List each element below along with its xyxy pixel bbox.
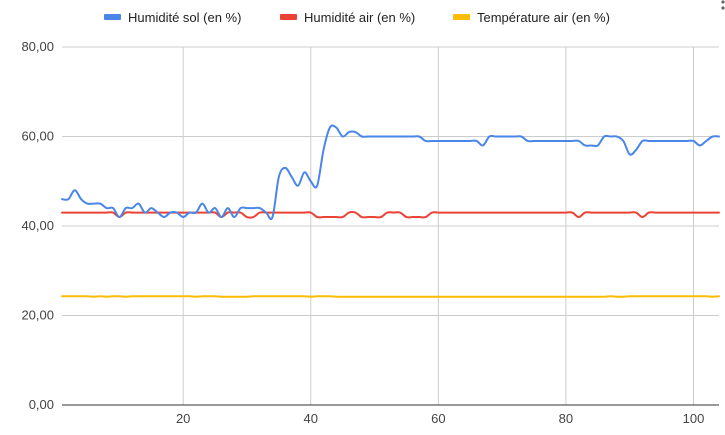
grid (62, 46, 719, 405)
axes: 0,00 20,00 40,00 60,00 80,00 20 40 60 80 100 (21, 39, 719, 426)
legend-label-temperature-air: Température air (en %) (477, 10, 610, 25)
series-line-temperature-air[interactable] (61, 295, 720, 298)
legend-swatch-humidite-sol (104, 14, 121, 20)
y-tick-label: 60,00 (21, 129, 54, 144)
legend-label-humidite-sol: Humidité sol (en %) (128, 10, 241, 25)
y-tick-label: 80,00 (21, 39, 54, 54)
y-tick-label: 0,00 (29, 397, 54, 412)
legend-label-humidite-air: Humidité air (en %) (304, 10, 415, 25)
series-line-humidite-sol[interactable] (61, 124, 720, 221)
more-options-icon[interactable] (719, 0, 725, 18)
y-tick-label: 20,00 (21, 308, 54, 323)
legend-swatch-humidite-air (280, 14, 297, 20)
legend-swatch-temperature-air (453, 14, 470, 20)
x-tick-label: 80 (559, 411, 573, 426)
series-lines (61, 124, 720, 298)
x-tick-label: 60 (431, 411, 445, 426)
x-tick-label: 40 (304, 411, 318, 426)
x-tick-label: 100 (683, 411, 705, 426)
legend: Humidité sol (en %) Humidité air (en %) Te… (104, 10, 610, 25)
y-tick-label: 40,00 (21, 218, 54, 233)
x-tick-label: 20 (176, 411, 190, 426)
